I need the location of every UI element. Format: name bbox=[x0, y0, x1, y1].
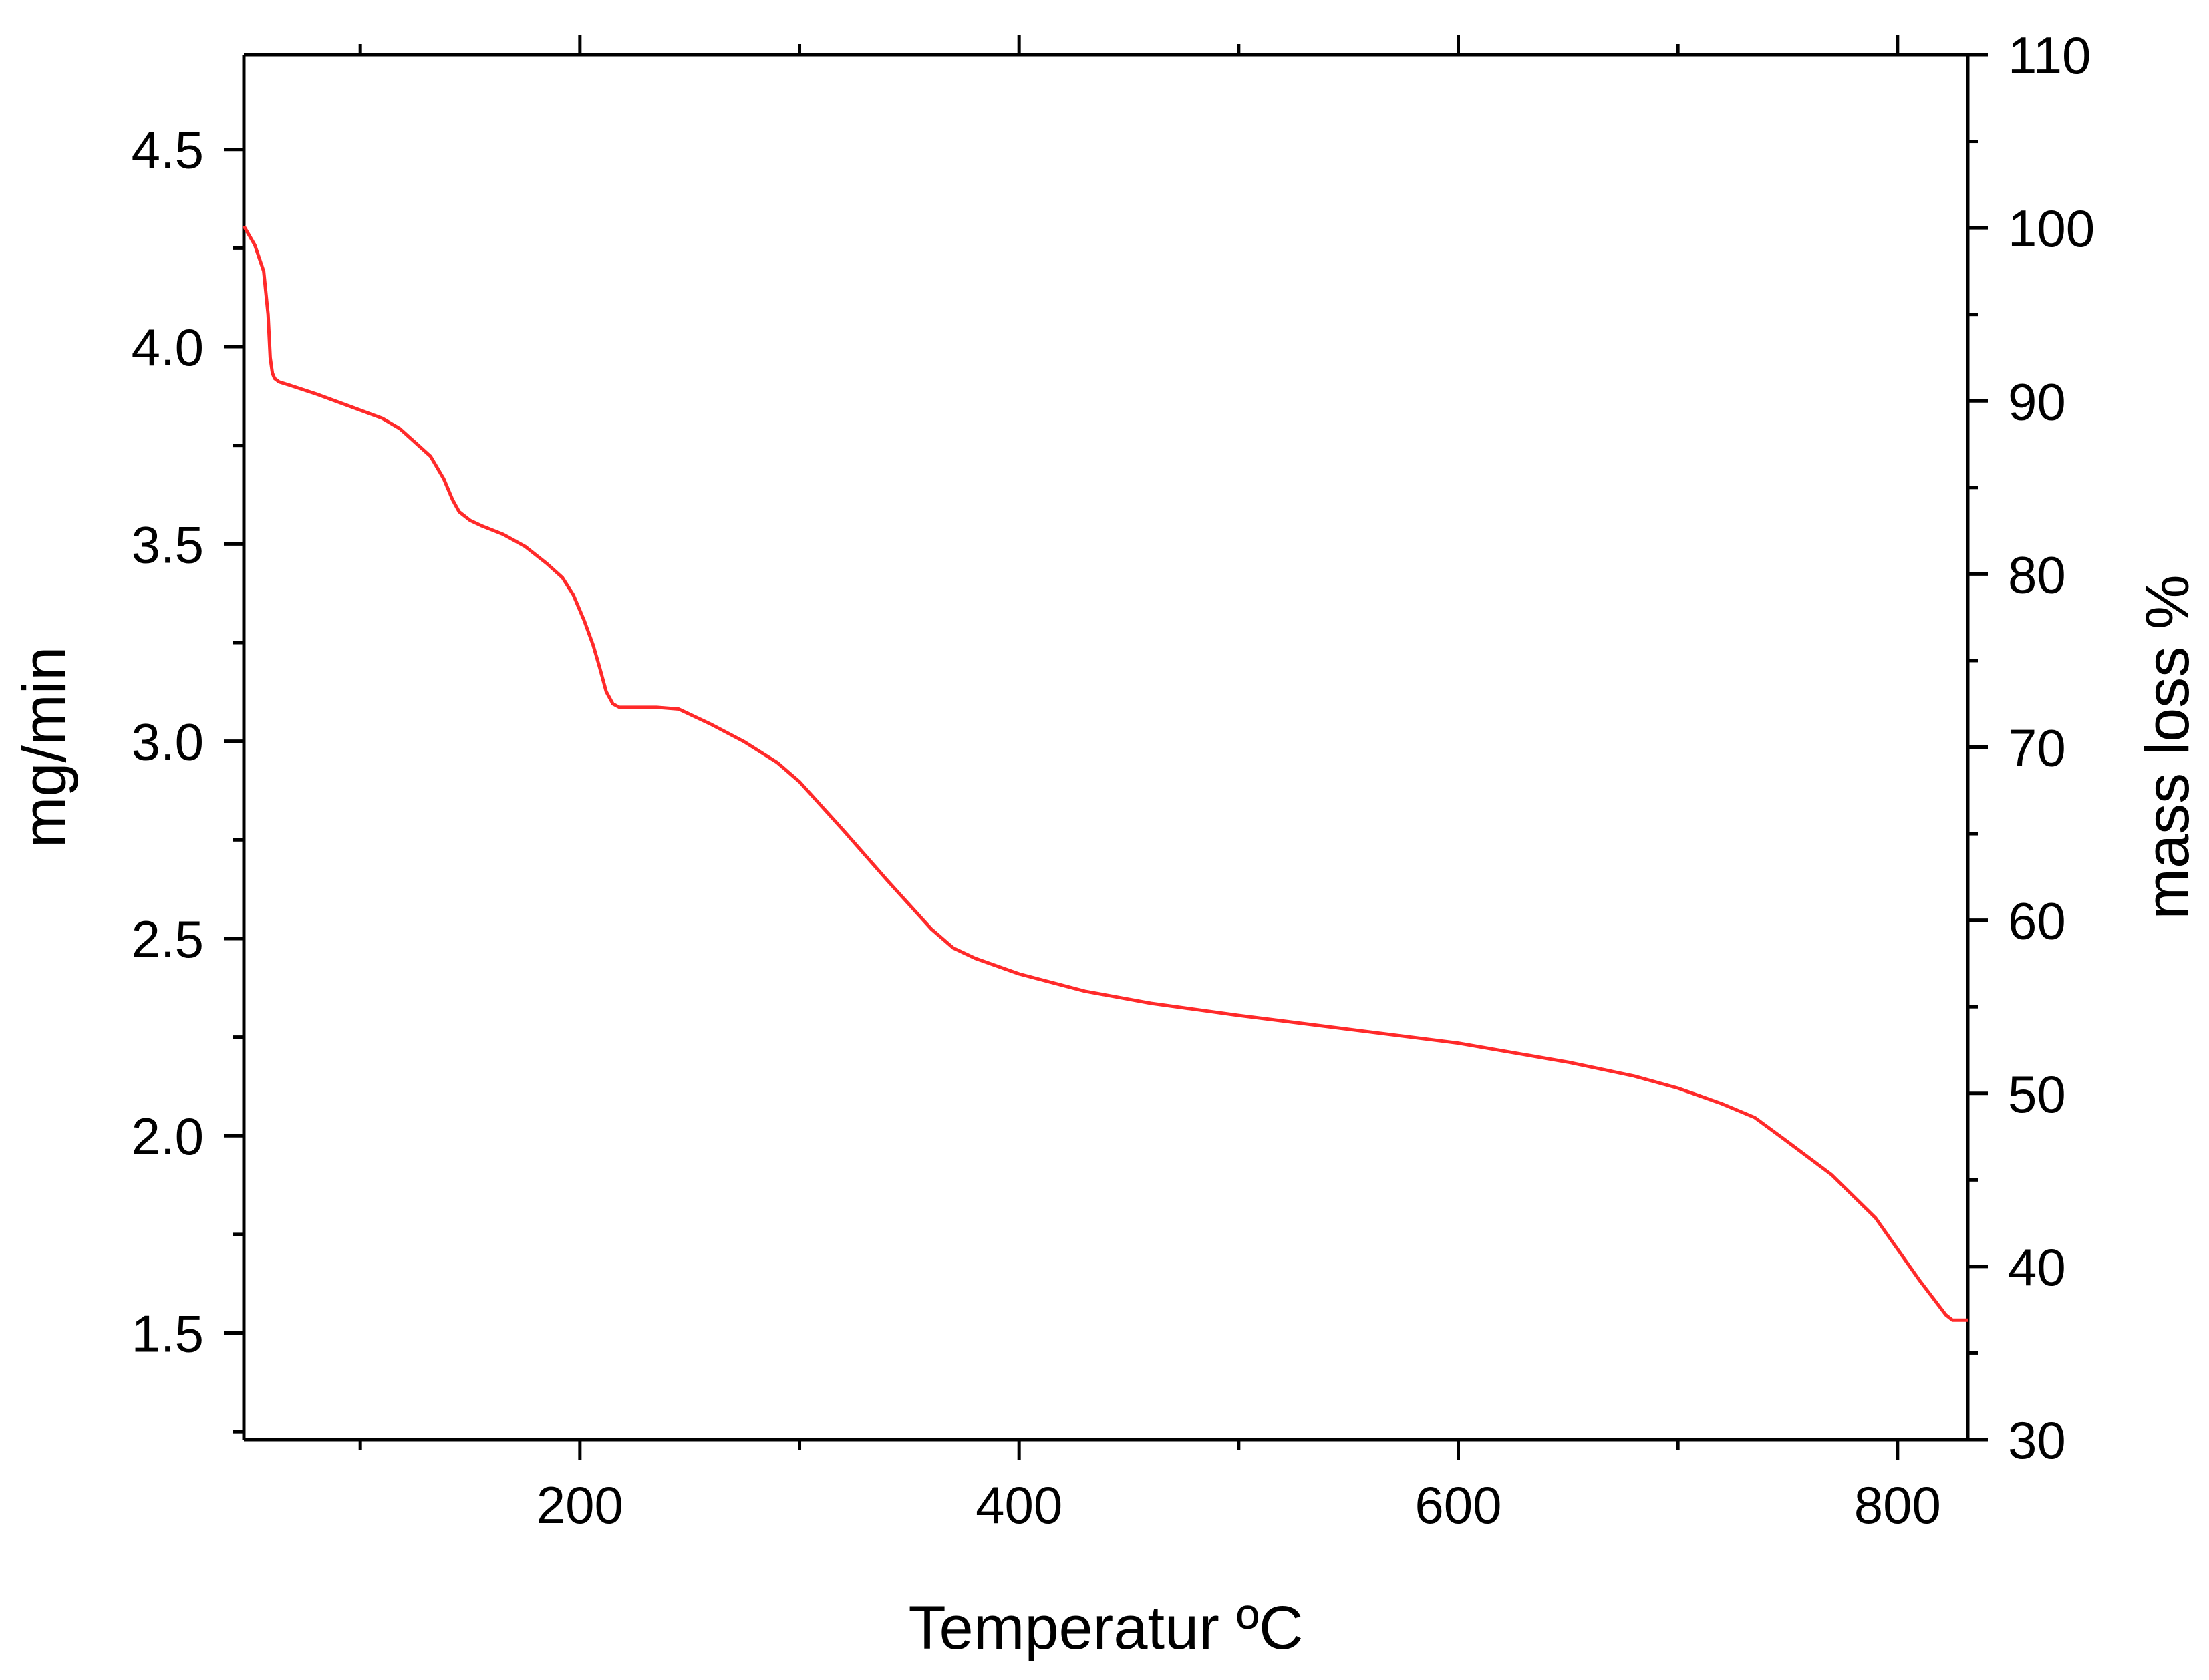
x-tick-label: 800 bbox=[1854, 1476, 1941, 1534]
y-right-tick-label: 110 bbox=[2008, 26, 2091, 85]
y-axis-right-title: mass loss % bbox=[2133, 574, 2202, 919]
y-left-tick-label: 3.0 bbox=[132, 713, 204, 772]
y-right-tick-label: 50 bbox=[2008, 1065, 2066, 1124]
y-left-tick-label: 4.5 bbox=[132, 121, 204, 180]
y-left-tick-label: 4.0 bbox=[132, 318, 204, 377]
y-axis-left-title: mg/min bbox=[11, 647, 79, 848]
y-right-tick-label: 40 bbox=[2008, 1238, 2066, 1297]
series-line bbox=[242, 225, 1968, 1322]
y-right-tick-label: 80 bbox=[2008, 545, 2066, 604]
y-right-tick-label: 30 bbox=[2008, 1411, 2066, 1470]
y-left-tick-label: 3.5 bbox=[132, 515, 204, 574]
y-left-tick-label: 2.0 bbox=[132, 1107, 204, 1166]
y-right-tick-label: 100 bbox=[2008, 199, 2095, 258]
y-right-tick-label: 90 bbox=[2008, 372, 2066, 431]
x-tick-label: 400 bbox=[976, 1476, 1062, 1534]
y-left-tick-label: 1.5 bbox=[132, 1305, 204, 1363]
y-right-tick-label: 70 bbox=[2008, 719, 2066, 778]
y-left-tick-label: 2.5 bbox=[132, 910, 204, 969]
x-tick-label: 200 bbox=[537, 1476, 623, 1534]
y-right-tick-label: 60 bbox=[2008, 892, 2066, 951]
x-axis-title: Temperatur ºC bbox=[909, 1594, 1304, 1662]
x-tick-label: 600 bbox=[1415, 1476, 1501, 1534]
